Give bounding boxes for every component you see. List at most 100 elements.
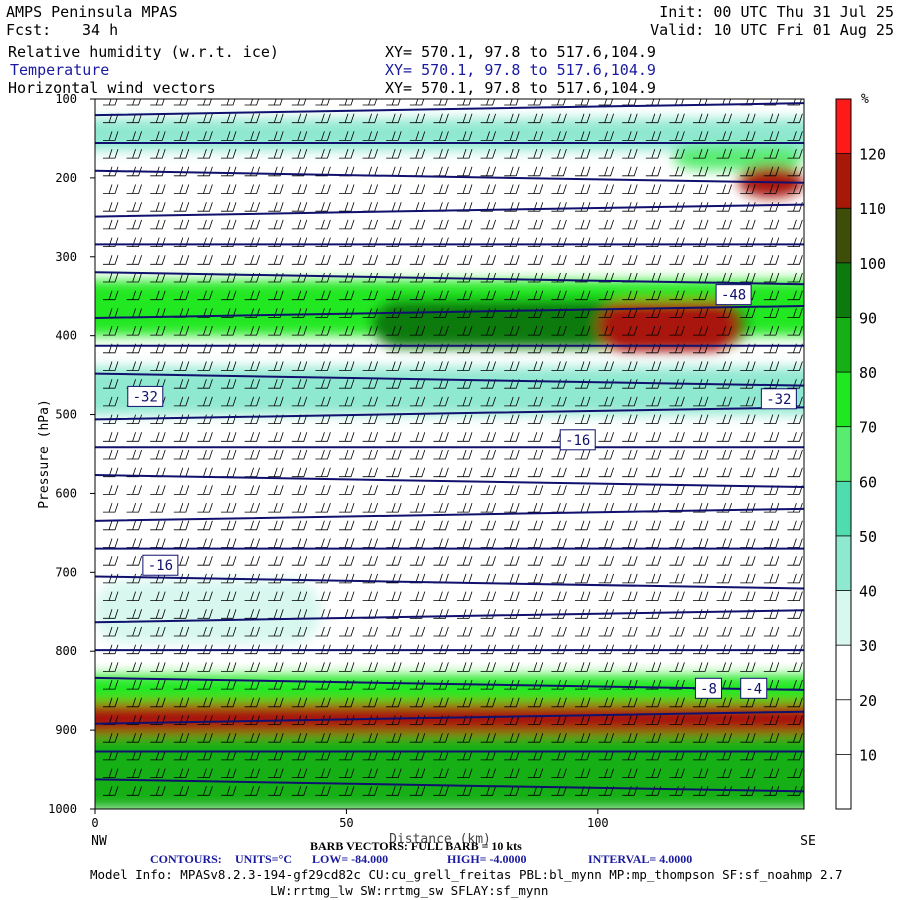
- contour-label-text: -32: [766, 392, 791, 408]
- model-info: Model Info: MPASv8.2.3-194-gf29cd82c CU:…: [90, 867, 843, 882]
- contour-label: -8: [694, 677, 722, 699]
- colorbar-segment: [836, 699, 851, 755]
- colorbar-segment: [836, 535, 851, 591]
- colorbar-label: 90: [859, 309, 877, 327]
- colorbar-segment: [836, 372, 851, 427]
- temperature-contour: [95, 305, 804, 319]
- contour-label-text: -4: [745, 681, 762, 697]
- contours-high: HIGH= -4.0000: [447, 852, 527, 866]
- colorbar-label: 110: [859, 200, 886, 218]
- valid-time: Valid: 10 UTC Fri 01 Aug 25: [650, 21, 894, 39]
- colorbar-segment: [836, 153, 851, 209]
- contour-label: -48: [715, 284, 752, 306]
- forecast-label: Fcst:: [6, 21, 52, 39]
- colorbar-label: 10: [859, 746, 877, 764]
- app-title: AMPS Peninsula MPAS: [6, 3, 178, 21]
- temperature-contour: [95, 710, 804, 725]
- y-tick-label: 600: [55, 486, 77, 500]
- colorbar-label: 30: [859, 637, 877, 655]
- contour-label-text: -16: [565, 433, 590, 449]
- temperature-contour: [95, 575, 804, 590]
- barb-note: BARB VECTORS: FULL BARB = 10 kts: [310, 839, 522, 853]
- field-name-temperature: Temperature: [10, 61, 110, 79]
- x-tick-label: 100: [587, 816, 609, 830]
- rh-band-7: [95, 580, 322, 644]
- colorbar-segment: [836, 590, 851, 646]
- contour-label-box: [142, 554, 179, 576]
- colorbar-segment: [836, 754, 851, 809]
- colorbar-segment: [836, 262, 851, 318]
- field-name-rh: Relative humidity (w.r.t. ice): [8, 43, 279, 61]
- y-tick-label: 100: [55, 92, 77, 106]
- colorbar-label: 100: [859, 255, 886, 273]
- y-tick-label: 200: [55, 171, 77, 185]
- temperature-contours: [95, 102, 804, 793]
- contour-label-box: [694, 677, 722, 699]
- contour-label-text: -16: [148, 558, 173, 574]
- colorbar-label: 40: [859, 583, 877, 601]
- x-tick-label: 0: [91, 816, 98, 830]
- temperature-contour: [95, 169, 804, 184]
- contour-label-box: [715, 284, 752, 306]
- contours-units: UNITS=°C: [235, 852, 292, 866]
- temperature-contour: [95, 271, 804, 286]
- field-name-wind: Horizontal wind vectors: [8, 79, 216, 97]
- colorbar-label: 50: [859, 528, 877, 546]
- rh-band-5: [597, 300, 739, 352]
- contour-label: -32: [760, 388, 797, 410]
- y-tick-label: 300: [55, 250, 77, 264]
- y-tick-label: 400: [55, 329, 77, 343]
- contour-label-box: [760, 388, 797, 410]
- contours-label: CONTOURS:: [150, 852, 222, 866]
- contour-label: -32: [127, 385, 164, 407]
- colorbar-frame: [835, 98, 852, 810]
- temperature-contour: [95, 507, 804, 522]
- y-tick-label: 700: [55, 565, 77, 579]
- colorbar-segment: [836, 645, 851, 700]
- y-tick-label: 500: [55, 408, 77, 422]
- colorbar-label: 60: [859, 473, 877, 491]
- colorbar-segment: [836, 426, 851, 482]
- temperature-contour: [95, 372, 804, 387]
- temperature-contour: [95, 474, 804, 489]
- y-tick-label: 800: [55, 644, 77, 658]
- colorbar-segment: [836, 317, 851, 373]
- colorbar-segment: [836, 99, 851, 154]
- colorbar-label: 70: [859, 419, 877, 437]
- temperature-contour: [95, 778, 804, 793]
- contour-label-text: -8: [700, 681, 717, 697]
- field-xy-temperature: XY= 570.1, 97.8 to 517.6,104.9: [385, 61, 656, 79]
- temperature-contour: [95, 102, 804, 117]
- temperature-contour: [95, 203, 804, 218]
- temperature-contour: [95, 406, 804, 421]
- y-tick-label: 900: [55, 723, 77, 737]
- colorbar-label: 80: [859, 364, 877, 382]
- colorbar-segment: [836, 481, 851, 536]
- x-axis-title: Distance (km): [389, 832, 491, 847]
- y-tick-label: 1000: [48, 802, 77, 816]
- x-end-label-right: SE: [800, 834, 816, 849]
- forecast-hour: 34 h: [82, 21, 119, 39]
- contour-label-text: -48: [721, 288, 746, 304]
- rh-band-1: [673, 146, 804, 170]
- colorbar-label: 120: [859, 146, 886, 164]
- model-info-physics: LW:rrtmg_lw SW:rrtmg_sw SFLAY:sf_mynn: [270, 883, 549, 898]
- y-axis-title: Pressure (hPa): [37, 399, 52, 509]
- field-xy-rh: XY= 570.1, 97.8 to 517.6,104.9: [385, 43, 656, 61]
- contour-label-box: [740, 677, 768, 699]
- colorbar-segment: [836, 208, 851, 263]
- contour-label-box: [559, 429, 596, 451]
- contours-interval: INTERVAL= 4.0000: [588, 852, 693, 866]
- contour-label: -16: [142, 554, 179, 576]
- contour-label-box: [127, 385, 164, 407]
- init-time: Init: 00 UTC Thu 31 Jul 25: [659, 3, 894, 21]
- contour-label: -4: [740, 677, 768, 699]
- x-tick-label: 50: [339, 816, 353, 830]
- temperature-contour: [95, 609, 804, 624]
- rh-band-10: [95, 734, 804, 809]
- colorbar-label: 20: [859, 692, 877, 710]
- rh-band-0: [95, 118, 804, 151]
- field-xy-wind: XY= 570.1, 97.8 to 517.6,104.9: [385, 79, 656, 97]
- contour-label-text: -32: [133, 389, 158, 405]
